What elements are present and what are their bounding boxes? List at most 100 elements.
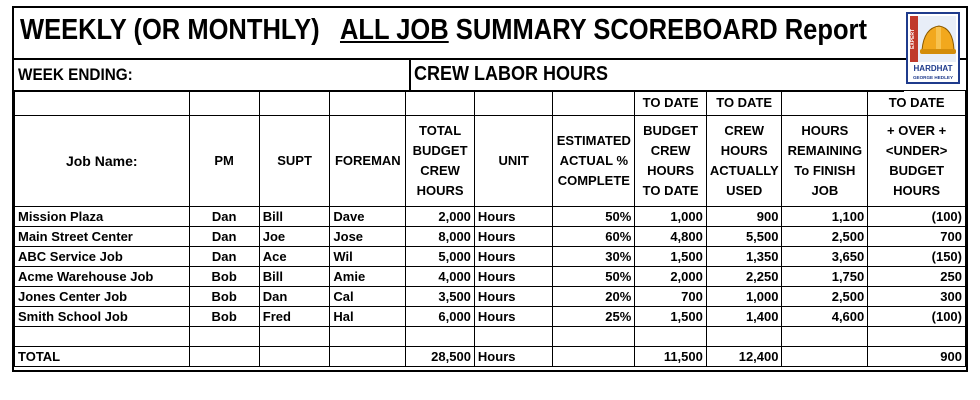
col-header-foreman: FOREMAN (329, 115, 407, 207)
to-date-row: TO DATE TO DATE TO DATE (14, 90, 966, 116)
supt-cell: Fred (258, 306, 331, 327)
crew-used-cell: 1,400 (705, 306, 783, 327)
over-under-cell: (150) (867, 246, 966, 267)
job-name-cell: Mission Plaza (14, 206, 190, 227)
table-row: Jones Center Job Bob Dan Cal 3,500 Hours 20% 70… (14, 286, 966, 307)
section-title: CREW LABOR HOURS (414, 63, 608, 85)
over-under-cell: 250 (867, 266, 966, 287)
col-header-job: Job Name: (14, 115, 190, 207)
remaining-cell: 2,500 (781, 226, 869, 247)
percent-complete-cell: 25% (552, 306, 636, 327)
week-ending-label: WEEK ENDING: (18, 65, 133, 84)
percent-complete-cell: 20% (552, 286, 636, 307)
sub-header-bar: WEEK ENDING: CREW LABOR HOURS (14, 58, 904, 92)
title-bar: WEEKLY (OR MONTHLY) ALL JOB SUMMARY SCOR… (14, 8, 966, 60)
budget-to-date-cell: 1,500 (634, 306, 707, 327)
supt-cell: Joe (258, 226, 331, 247)
foreman-cell: Dave (329, 206, 407, 227)
labor-hours-table: TO DATE TO DATE TO DATE Job Name: PM SUP… (14, 90, 966, 367)
title-part-3: SUMMARY SCOREBOARD Report (455, 14, 867, 46)
unit-cell: Hours (473, 206, 554, 227)
budget-to-date-cell: 1,000 (634, 206, 707, 227)
job-name-cell: Main Street Center (14, 226, 190, 247)
budget-to-date-cell: 2,000 (634, 266, 707, 287)
to-date-label: TO DATE (634, 90, 707, 116)
hardhat-logo: EXPERT HARDHAT GEORGE HEDLEY (906, 12, 960, 84)
report-title: WEEKLY (OR MONTHLY) ALL JOB SUMMARY SCOR… (20, 14, 867, 47)
remaining-cell: 4,600 (781, 306, 869, 327)
foreman-cell: Amie (329, 266, 407, 287)
table-row: ABC Service Job Dan Ace Wil 5,000 Hours 30% 1,5… (14, 246, 966, 267)
total-unit: Hours (473, 346, 554, 367)
job-name-cell: Smith School Job (14, 306, 190, 327)
job-name-cell: Acme Warehouse Job (14, 266, 190, 287)
total-budget-cell: 3,500 (405, 286, 475, 307)
remaining-cell: 1,750 (781, 266, 869, 287)
remaining-cell: 3,650 (781, 246, 869, 267)
logo-side-text: EXPERT (910, 29, 916, 49)
pm-cell: Bob (188, 306, 260, 327)
crew-used-cell: 1,350 (705, 246, 783, 267)
percent-complete-cell: 60% (552, 226, 636, 247)
col-header-budget-to-date: BUDGET CREW HOURS TO DATE (634, 115, 707, 207)
pm-cell: Bob (188, 286, 260, 307)
crew-used-cell: 1,000 (705, 286, 783, 307)
total-budget-cell: 6,000 (405, 306, 475, 327)
unit-cell: Hours (473, 286, 554, 307)
total-budget-cell: 2,000 (405, 206, 475, 227)
scoreboard-report: WEEKLY (OR MONTHLY) ALL JOB SUMMARY SCOR… (12, 6, 968, 372)
foreman-cell: Jose (329, 226, 407, 247)
total-crew-used: 12,400 (705, 346, 783, 367)
over-under-cell: 700 (867, 226, 966, 247)
blank-row (14, 326, 966, 347)
table-row: Main Street Center Dan Joe Jose 8,000 Hours 60… (14, 226, 966, 247)
crew-used-cell: 900 (705, 206, 783, 227)
crew-used-cell: 5,500 (705, 226, 783, 247)
unit-cell: Hours (473, 246, 554, 267)
budget-to-date-cell: 4,800 (634, 226, 707, 247)
budget-to-date-cell: 1,500 (634, 246, 707, 267)
logo-author: GEORGE HEDLEY (913, 75, 953, 80)
to-date-label: TO DATE (867, 90, 966, 116)
title-part-1: WEEKLY (OR MONTHLY) (20, 14, 320, 46)
supt-cell: Bill (258, 266, 331, 287)
pm-cell: Dan (188, 206, 260, 227)
col-header-remaining: HOURS REMAINING To FINISH JOB (781, 115, 869, 207)
total-row: TOTAL 28,500 Hours 11,500 12,400 900 (14, 346, 966, 367)
logo-brand: HARDHAT (914, 64, 953, 73)
supt-cell: Bill (258, 206, 331, 227)
col-header-over-under: + OVER + <UNDER> BUDGET HOURS (867, 115, 966, 207)
to-date-label: TO DATE (705, 90, 783, 116)
crew-used-cell: 2,250 (705, 266, 783, 287)
total-budget: 28,500 (405, 346, 475, 367)
pm-cell: Dan (188, 226, 260, 247)
over-under-cell: (100) (867, 206, 966, 227)
col-header-supt: SUPT (258, 115, 331, 207)
table-row: Acme Warehouse Job Bob Bill Amie 4,000 Hours 5… (14, 266, 966, 287)
supt-cell: Dan (258, 286, 331, 307)
percent-complete-cell: 50% (552, 206, 636, 227)
job-name-cell: ABC Service Job (14, 246, 190, 267)
supt-cell: Ace (258, 246, 331, 267)
col-header-total-budget: TOTAL BUDGET CREW HOURS (405, 115, 475, 207)
over-under-cell: (100) (867, 306, 966, 327)
column-header-row: Job Name: PM SUPT FOREMAN TOTAL BUDGET C… (14, 115, 966, 207)
job-name-cell: Jones Center Job (14, 286, 190, 307)
foreman-cell: Wil (329, 246, 407, 267)
title-part-2: ALL JOB (339, 14, 449, 46)
foreman-cell: Cal (329, 286, 407, 307)
total-budget-cell: 8,000 (405, 226, 475, 247)
col-header-unit: UNIT (473, 115, 554, 207)
total-over-under: 900 (867, 346, 966, 367)
divider (409, 58, 411, 90)
unit-cell: Hours (473, 266, 554, 287)
pm-cell: Bob (188, 266, 260, 287)
col-header-crew-used: CREW HOURS ACTUALLY USED (705, 115, 783, 207)
percent-complete-cell: 50% (552, 266, 636, 287)
total-budget-cell: 5,000 (405, 246, 475, 267)
unit-cell: Hours (473, 226, 554, 247)
total-budget-cell: 4,000 (405, 266, 475, 287)
percent-complete-cell: 30% (552, 246, 636, 267)
total-budget-to-date: 11,500 (634, 346, 707, 367)
total-label: TOTAL (14, 346, 190, 367)
